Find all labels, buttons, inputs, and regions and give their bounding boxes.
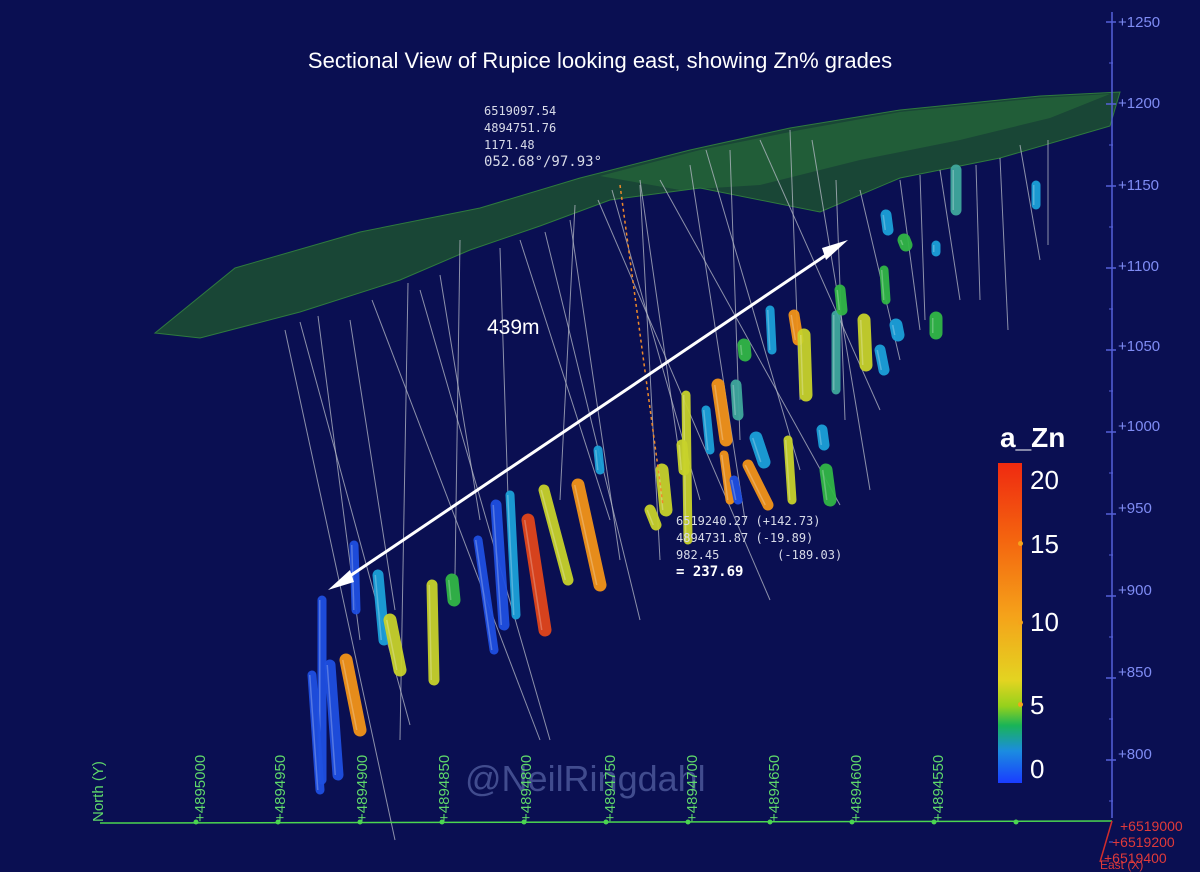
readout-bottom-line3: 982.45 (-189.03) xyxy=(676,548,843,562)
east-label-6519200: +6519200 xyxy=(1112,834,1175,850)
north-label-4894800: +4894800 xyxy=(518,754,535,822)
readout-bottom-line2: 4894731.87 (-19.89) xyxy=(676,531,814,545)
elev-label-850: +850 xyxy=(1118,664,1152,681)
readout-top: 6519097.54 4894751.76 1171.48 052.68°/97.93… xyxy=(484,103,602,171)
distance-label: 439m xyxy=(487,316,540,339)
view-title: Sectional View of Rupice looking east, s… xyxy=(307,48,893,73)
elev-label-1000: +1000 xyxy=(1118,418,1161,435)
elev-label-1200: +1200 xyxy=(1118,95,1161,112)
elev-label-800: +800 xyxy=(1118,746,1152,763)
readout-top-angle: 052.68°/97.93° xyxy=(484,154,603,170)
topography-surface-highlight xyxy=(600,94,1110,190)
north-label-4894550: +4894550 xyxy=(930,754,947,822)
assay-intervals xyxy=(307,164,1041,795)
watermark: @NeilRingdahl xyxy=(465,758,706,799)
north-label-4894850: +4894850 xyxy=(436,754,453,822)
readout-top-line2: 4894751.76 xyxy=(484,121,557,135)
east-axis-line xyxy=(1099,820,1113,863)
north-label-4894950: +4894950 xyxy=(272,754,289,822)
readout-bottom-line1: 6519240.27 (+142.73) xyxy=(676,514,821,528)
legend-tick-20: 20 xyxy=(1030,465,1059,495)
distance-arrow xyxy=(328,240,848,590)
north-label-4894750: +4894750 xyxy=(602,754,619,822)
readout-top-line1: 6519097.54 xyxy=(484,104,557,118)
north-label-4894600: +4894600 xyxy=(848,754,865,822)
elev-label-1150: +1150 xyxy=(1118,177,1160,194)
legend-tick-0: 0 xyxy=(1030,754,1045,784)
legend-tick-15: 15 xyxy=(1030,529,1059,559)
readout-top-line3: 1171.48 xyxy=(484,138,535,152)
east-label-6519400: +6519400 xyxy=(1104,850,1167,866)
north-axis-title: North (Y) xyxy=(90,761,107,822)
elev-label-900: +900 xyxy=(1118,582,1152,599)
north-label-4894700: +4894700 xyxy=(684,754,701,822)
elev-label-950: +950 xyxy=(1118,500,1152,517)
north-label-4895000: +4895000 xyxy=(192,754,209,822)
elev-label-1250: +1250 xyxy=(1118,14,1161,31)
topography-surface xyxy=(153,91,1121,339)
legend-title: a_Zn xyxy=(1000,422,1066,453)
north-label-4894900: +4894900 xyxy=(354,754,371,822)
legend-marker-5 xyxy=(1018,702,1023,707)
north-label-4894650: +4894650 xyxy=(766,754,783,822)
east-axis-title: East (X) xyxy=(1100,858,1144,872)
readout-bottom: 6519240.27 (+142.73) 4894731.87 (-19.89) 9… xyxy=(676,513,842,581)
elev-label-1100: +1100 xyxy=(1118,258,1160,275)
legend-marker-15 xyxy=(1018,541,1023,546)
legend-tick-5: 5 xyxy=(1030,690,1045,720)
measurement-line xyxy=(619,184,664,506)
elevation-axis-ticks xyxy=(1106,21,1116,843)
east-label-6519000: +6519000 xyxy=(1120,818,1183,834)
elev-label-1050: +1050 xyxy=(1118,338,1161,355)
legend-tick-10: 10 xyxy=(1030,607,1059,637)
readout-bottom-result: = 237.69 xyxy=(676,564,744,580)
legend-marker-10 xyxy=(1018,620,1023,625)
north-axis-ticks xyxy=(193,819,1019,825)
